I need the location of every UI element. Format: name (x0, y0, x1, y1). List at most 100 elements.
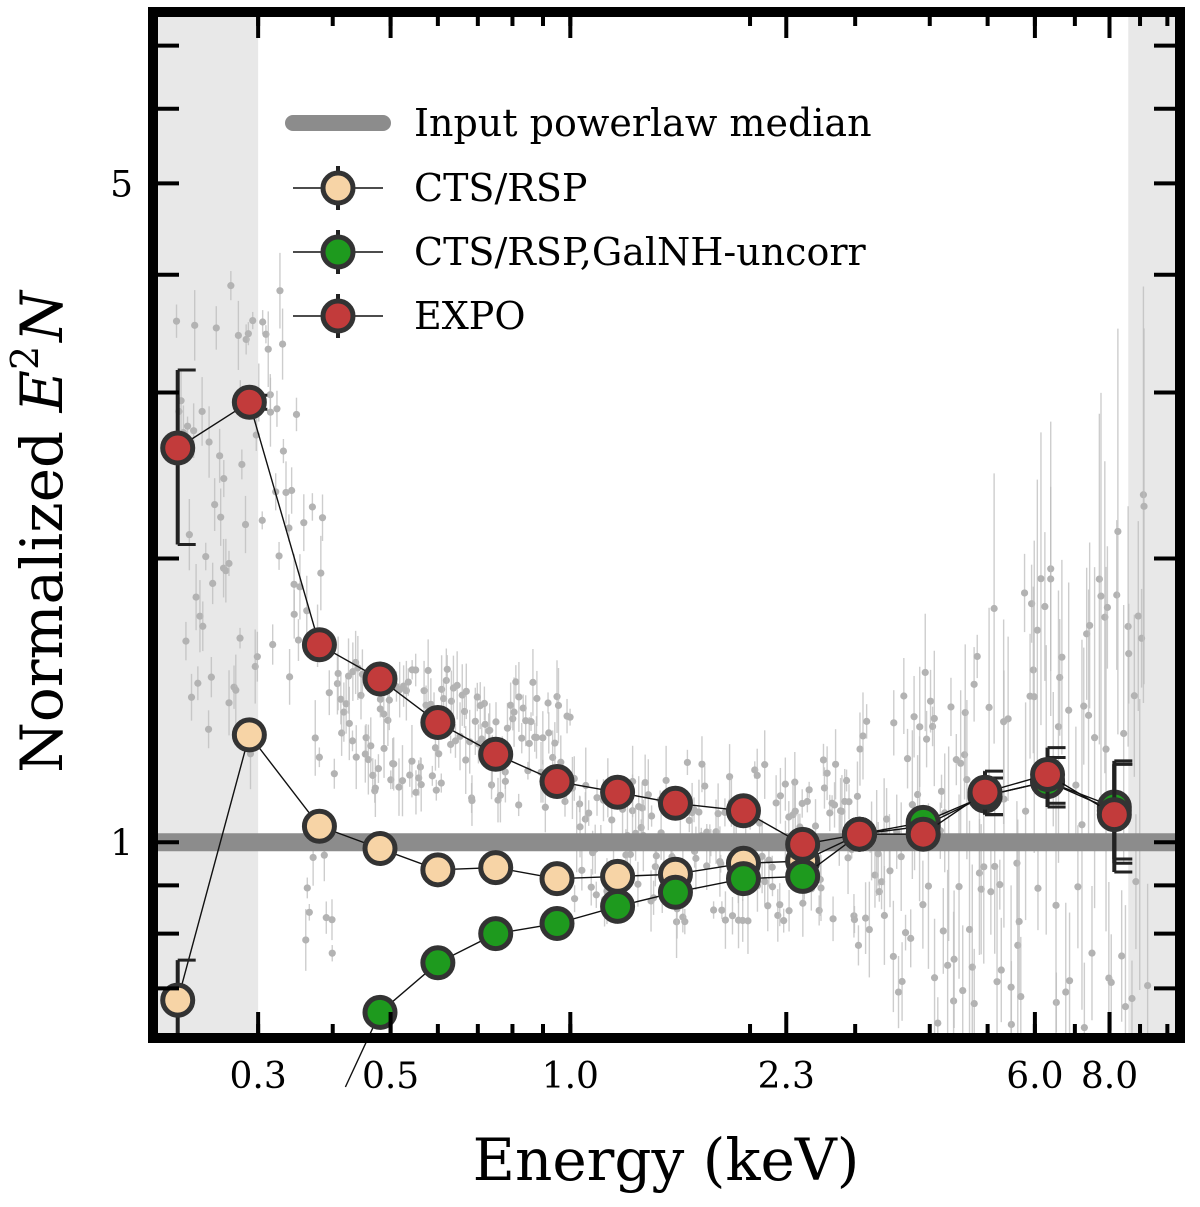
bg-point (963, 776, 971, 784)
bg-point (282, 488, 290, 497)
bg-point (701, 782, 709, 790)
bg-point (1125, 650, 1133, 658)
bg-point (965, 925, 974, 934)
bg-point (1065, 706, 1073, 714)
bg-point (1118, 952, 1126, 960)
bg-point (348, 737, 357, 745)
bg-point (471, 717, 479, 725)
bg-point (1080, 702, 1088, 710)
bg-point (1004, 715, 1012, 723)
data-point (301, 627, 337, 663)
data-point (160, 982, 196, 1018)
bg-point (238, 460, 246, 469)
bg-point (578, 866, 586, 874)
bg-point (886, 867, 894, 875)
bg-point (993, 978, 1001, 986)
bg-point (1120, 729, 1128, 738)
bg-point (337, 695, 345, 703)
bg-point (608, 816, 616, 824)
series-0 (160, 717, 1133, 1040)
bg-point (897, 853, 905, 861)
bg-point (805, 786, 813, 794)
bg-point (194, 679, 202, 687)
data-point (967, 774, 1003, 810)
x-tick-label: 8.0 (1081, 1056, 1138, 1097)
y-axis-title-prefix: Normalized (8, 412, 76, 773)
bg-point (460, 707, 469, 716)
bg-point (191, 321, 199, 329)
bg-point (318, 514, 327, 522)
bg-point (1029, 666, 1037, 674)
bg-point (290, 610, 298, 618)
bg-point (374, 765, 383, 773)
bg-point (541, 803, 549, 811)
bg-point (205, 438, 213, 446)
bg-point (533, 694, 541, 703)
bg-point (1086, 621, 1094, 630)
bg-point (503, 724, 512, 732)
data-point (362, 661, 398, 697)
bg-point (758, 852, 766, 860)
tick-labels: 0.3 0.5 1.0 2.3 6.0 8.0 1 5 (110, 164, 1138, 1097)
bg-point (1130, 692, 1138, 700)
data-point (725, 793, 761, 829)
y-axis-title-suffix: N (8, 289, 76, 344)
bg-point (853, 792, 862, 800)
bg-point (652, 852, 660, 860)
bg-point (390, 760, 398, 768)
bg-point (1132, 878, 1140, 886)
bg-point (959, 986, 967, 995)
bg-point (698, 760, 706, 768)
bg-point (1113, 591, 1121, 599)
bg-point (761, 878, 769, 886)
series-2 (160, 368, 1133, 874)
bg-point (557, 758, 565, 766)
bg-point (1128, 994, 1136, 1003)
bg-point (957, 759, 965, 767)
bg-point (714, 810, 722, 818)
bg-point (863, 717, 871, 725)
data-point (301, 808, 337, 844)
bg-point (823, 769, 831, 777)
bg-point (721, 916, 730, 924)
x-tick-label: 2.3 (758, 1056, 815, 1097)
bg-point (236, 634, 244, 642)
bg-point (877, 878, 886, 886)
bg-point (850, 915, 859, 924)
bg-point (764, 902, 772, 910)
bg-point (1097, 592, 1105, 600)
bg-point (1107, 978, 1115, 986)
bg-point (294, 636, 303, 644)
bg-point (292, 410, 301, 419)
bg-point (349, 668, 357, 676)
bg-point (404, 678, 412, 686)
bg-point (376, 705, 384, 713)
bg-point (830, 801, 839, 809)
bg-point (311, 734, 319, 742)
bg-point (817, 884, 825, 892)
bg-point (440, 694, 448, 703)
bg-point (275, 552, 283, 560)
bg-point (1007, 983, 1015, 991)
y-axis-title-var: E (8, 370, 76, 413)
bg-point (997, 966, 1005, 974)
bg-point (1034, 884, 1042, 892)
bg-point (947, 703, 955, 711)
bg-point (1144, 981, 1152, 990)
bg-point (554, 701, 563, 710)
bg-point (593, 794, 601, 802)
bg-point (496, 791, 505, 799)
bg-point (695, 808, 703, 816)
bg-point (955, 883, 963, 891)
bg-point (232, 686, 240, 694)
bg-point (739, 916, 747, 925)
bg-point (820, 784, 829, 792)
bg-point (977, 885, 985, 893)
bg-point (172, 317, 181, 325)
data-point (420, 945, 456, 981)
data-point (1030, 757, 1066, 793)
bg-point (204, 725, 213, 733)
bg-point (717, 860, 725, 868)
bg-point (428, 772, 436, 780)
